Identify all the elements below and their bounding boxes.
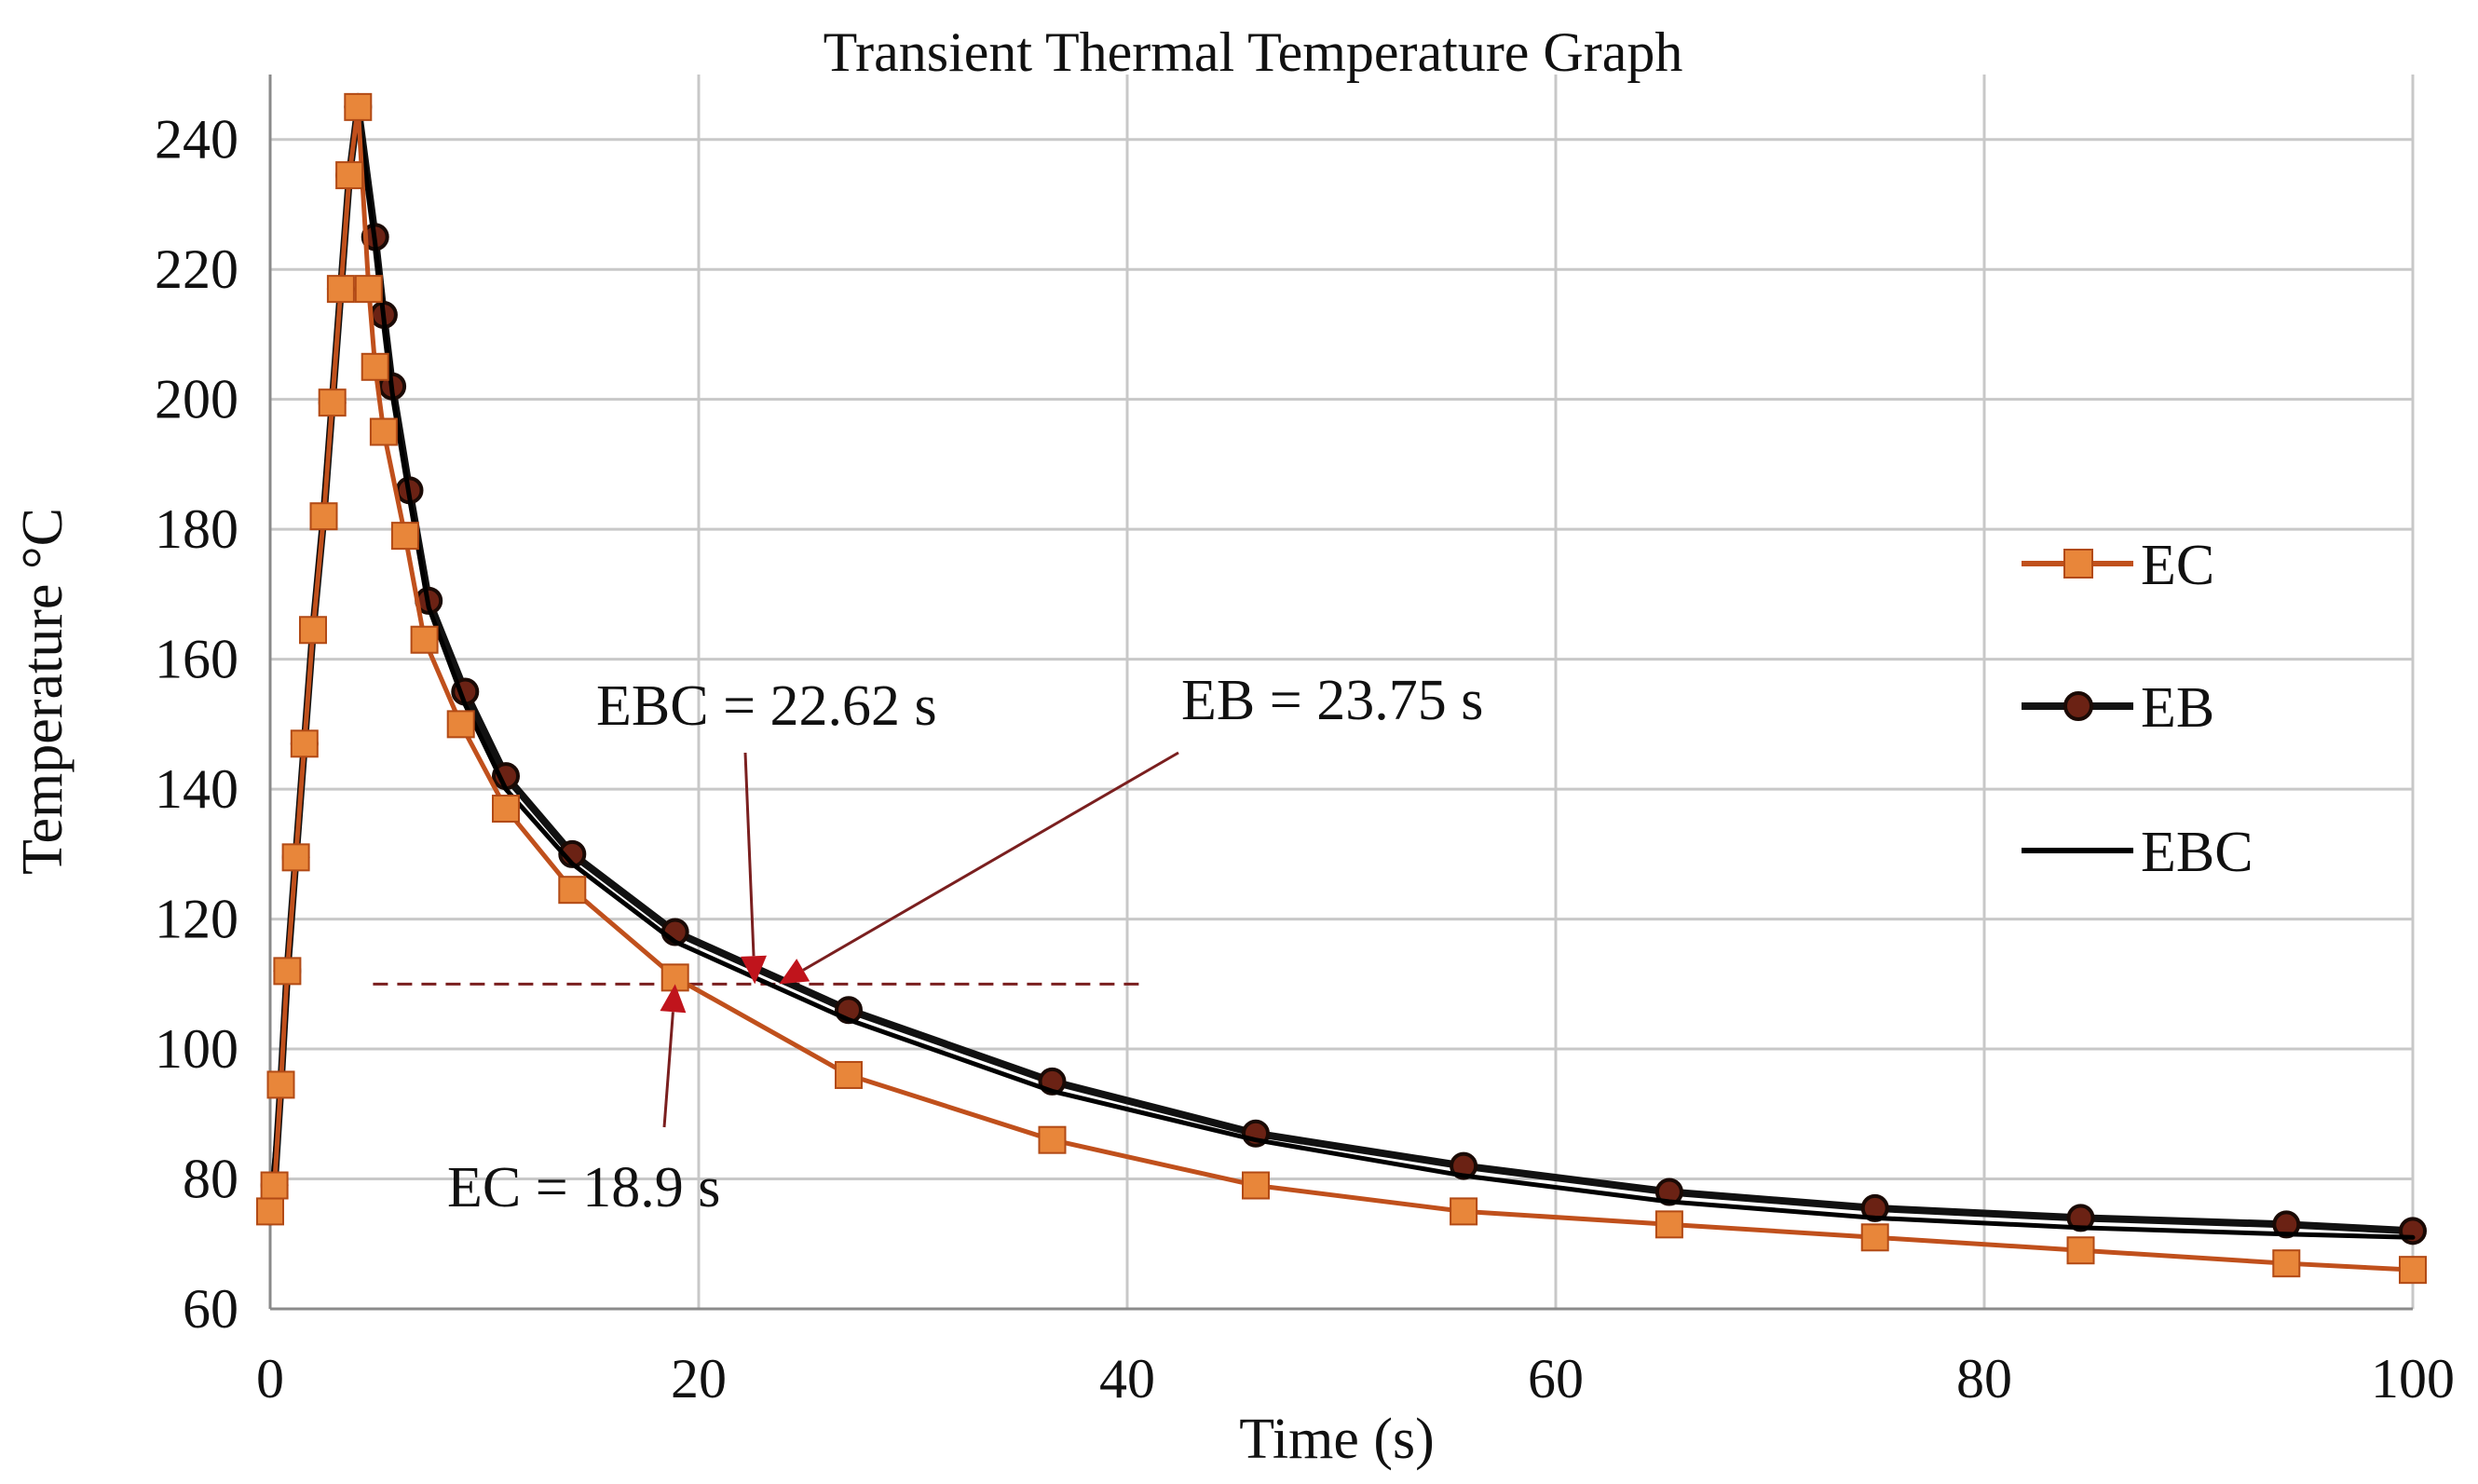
ec-point-2 — [266, 1070, 295, 1099]
ec-point-16 — [410, 625, 439, 654]
ec-point-4 — [281, 843, 310, 872]
annotation-ebc-leader — [743, 752, 756, 957]
series-ec — [256, 92, 2427, 1285]
y-tick-100: 100 — [155, 1018, 238, 1080]
y-tick-140: 140 — [155, 758, 238, 820]
annotation-ebc-arrowhead — [741, 955, 768, 985]
annotations: EBC = 22.62 s EB = 23.75 s EC = 18.9 s — [447, 669, 1483, 1219]
annotation-eb-label: EB = 23.75 s — [1181, 669, 1483, 732]
annotation-ec-leader — [662, 1012, 674, 1128]
ec-point-19 — [558, 876, 587, 905]
annotation-ec-arrowhead — [660, 984, 687, 1014]
x-tick-60: 60 — [1528, 1348, 1584, 1409]
legend-item-ebc: EBC — [2022, 821, 2253, 884]
ec-point-27 — [2066, 1236, 2095, 1265]
eb-point-24 — [1450, 1151, 1478, 1180]
x-tick-100: 100 — [2371, 1348, 2455, 1409]
y-axis-title: Temperature °C — [11, 508, 75, 875]
x-tick-0: 0 — [256, 1348, 284, 1409]
legend-item-ec: EC — [2022, 534, 2214, 597]
ec-point-11 — [344, 92, 373, 121]
ec-point-21 — [835, 1060, 863, 1089]
ec-point-29 — [2399, 1256, 2427, 1285]
ec-point-1 — [260, 1171, 289, 1200]
annotation-eb-leader — [802, 751, 1179, 972]
ec-point-8 — [318, 388, 347, 417]
annotation-ec-label: EC = 18.9 s — [447, 1156, 720, 1219]
axes — [268, 75, 2413, 1311]
legend: EC EB EBC — [2022, 534, 2253, 884]
ec-point-6 — [299, 616, 327, 645]
legend-item-eb: EB — [2022, 676, 2214, 740]
y-tick-120: 120 — [155, 889, 238, 950]
ec-point-0 — [256, 1197, 284, 1226]
x-tick-20: 20 — [671, 1348, 727, 1409]
y-tick-80: 80 — [183, 1149, 238, 1210]
ec-point-3 — [273, 957, 302, 986]
ec-point-22 — [1038, 1125, 1067, 1154]
ec-point-18 — [492, 795, 520, 824]
series-layer — [256, 92, 2427, 1285]
ec-point-5 — [290, 729, 319, 758]
eb-point-28 — [2272, 1210, 2301, 1239]
grid-lines — [270, 75, 2415, 1309]
ec-point-10 — [335, 161, 364, 190]
x-tick-80: 80 — [1956, 1348, 2012, 1409]
ec-point-12 — [354, 275, 383, 304]
y-tick-60: 60 — [183, 1278, 238, 1340]
y-tick-labels: 60 80 100 120 140 160 180 200 220 240 — [155, 109, 238, 1340]
x-tick-40: 40 — [1099, 1348, 1155, 1409]
chart-title: Transient Thermal Temperature Graph — [824, 21, 1683, 83]
legend-ec-marker — [2063, 549, 2093, 579]
ec-point-23 — [1242, 1171, 1270, 1200]
y-tick-240: 240 — [155, 109, 238, 170]
ec-point-7 — [309, 502, 338, 531]
annotation-ebc-label: EBC = 22.62 s — [596, 674, 937, 738]
ec-line — [267, 104, 2416, 1273]
x-tick-labels: 0 20 40 60 80 100 — [256, 1348, 2455, 1409]
ec-point-9 — [326, 275, 355, 304]
y-tick-160: 160 — [155, 629, 238, 690]
legend-ebc-label: EBC — [2141, 821, 2253, 884]
eb-point-27 — [2066, 1204, 2095, 1232]
x-axis-title: Time (s) — [1239, 1408, 1435, 1471]
ec-point-17 — [446, 710, 475, 739]
ec-point-25 — [1654, 1210, 1683, 1239]
eb-point-26 — [1860, 1193, 1889, 1222]
ec-point-13 — [361, 352, 389, 381]
y-tick-220: 220 — [155, 238, 238, 300]
y-tick-180: 180 — [155, 498, 238, 560]
ec-point-24 — [1450, 1197, 1478, 1226]
annotation-eb-arrowhead — [779, 959, 810, 985]
ec-point-26 — [1860, 1223, 1889, 1252]
ec-point-14 — [369, 417, 398, 446]
y-tick-200: 200 — [155, 369, 238, 430]
ec-point-28 — [2272, 1249, 2301, 1278]
legend-eb-marker — [2063, 691, 2093, 721]
ec-point-15 — [390, 522, 419, 551]
legend-eb-label: EB — [2141, 676, 2214, 740]
legend-ec-label: EC — [2141, 534, 2214, 597]
eb-point-25 — [1654, 1178, 1683, 1206]
